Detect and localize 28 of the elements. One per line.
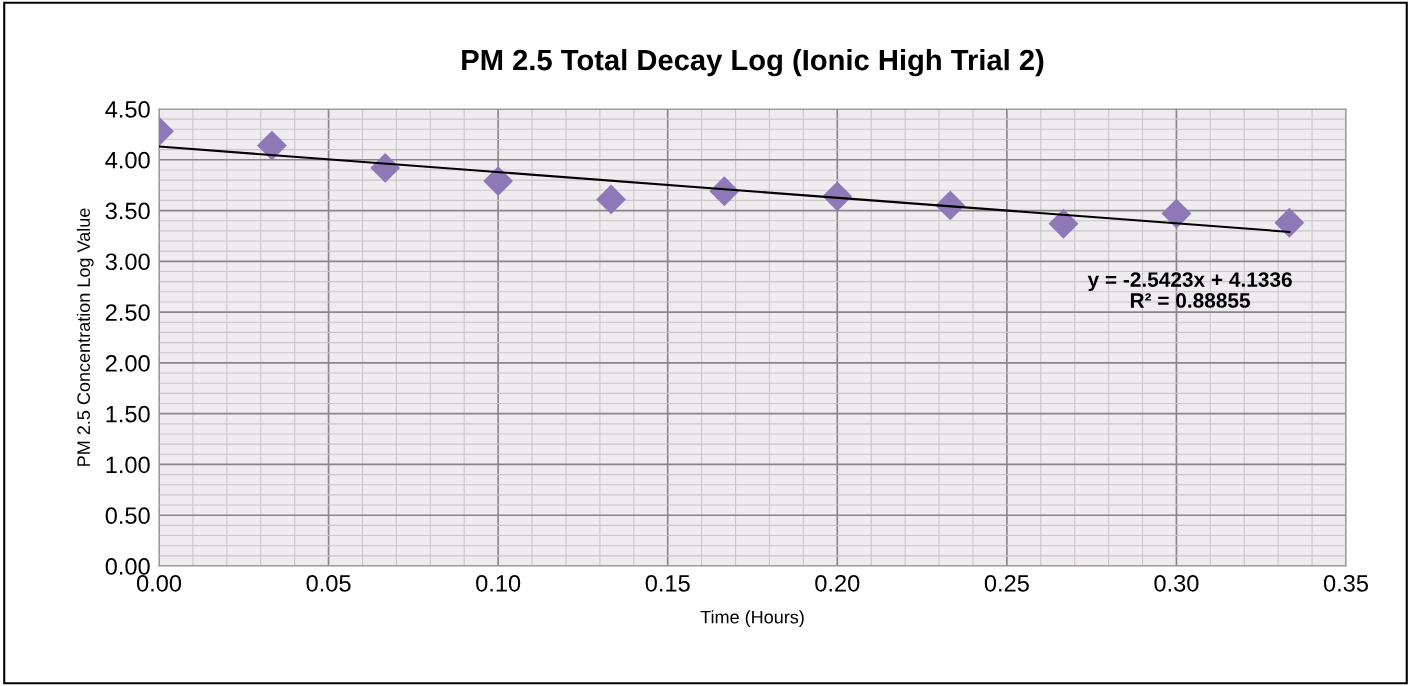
x-tick-label: 0.00 — [136, 574, 182, 592]
y-tick-label: 3.50 — [105, 202, 150, 220]
y-tick-label: 1.50 — [106, 405, 150, 423]
x-tick-label: 0.15 — [645, 574, 690, 592]
x-tick-label: 0.05 — [306, 574, 351, 592]
x-tick-label: 0.35 — [1323, 574, 1368, 592]
x-tick-label: 0.30 — [1154, 574, 1199, 592]
annotation: y = -2.5423x + 4.1336 R² = 0.88855 — [1087, 272, 1292, 308]
point — [596, 184, 626, 215]
x-tick-label: 0.10 — [476, 574, 521, 592]
y-tick-label: 4.00 — [105, 151, 150, 169]
y-tick-label: 4.50 — [105, 101, 150, 118]
y-tick-label: 1.00 — [106, 456, 150, 474]
x-tick-label: 0.25 — [984, 574, 1029, 592]
y-tick-label: 2.00 — [105, 354, 150, 372]
y-tick-label: 0.00 — [105, 558, 150, 575]
point — [1048, 208, 1079, 239]
y-tick-label: 0.50 — [105, 507, 150, 525]
chart-title: PM 2.5 Total Decay Log (Ionic High Trial 2) — [462, 48, 1044, 77]
x-axis-title: Time (Hours) — [700, 610, 804, 628]
y-tick-label: 2.50 — [105, 304, 150, 321]
point — [483, 166, 514, 196]
y-tick-label: 3.00 — [105, 253, 150, 271]
point — [257, 130, 287, 161]
point — [1274, 207, 1305, 238]
point — [1161, 198, 1192, 229]
y-axis-title: PM 2.5 Concentration Log Value — [76, 208, 94, 466]
x-tick-label: 0.20 — [815, 574, 860, 592]
